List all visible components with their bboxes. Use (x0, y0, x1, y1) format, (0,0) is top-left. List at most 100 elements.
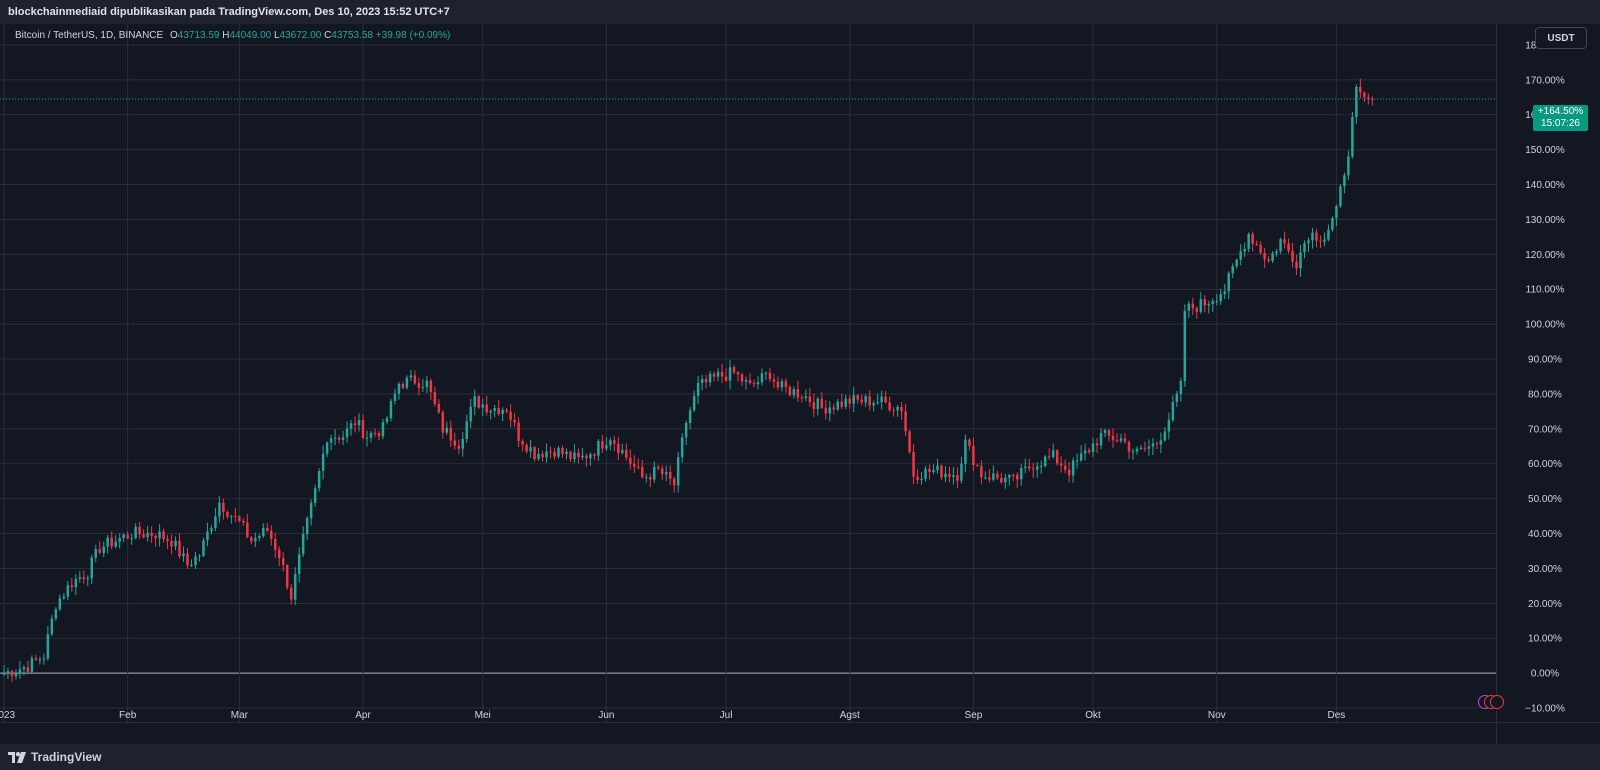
candle-body (712, 373, 716, 377)
candle-body (421, 387, 425, 389)
candle-body (1287, 243, 1290, 251)
candle-body (545, 451, 548, 458)
candle-body (361, 420, 365, 439)
candle-body (1111, 435, 1115, 441)
candle-body (477, 396, 480, 408)
candle-body (505, 409, 508, 412)
candle-body (118, 538, 121, 542)
candlestick-chart[interactable]: 180.00%170.00%160.00%150.00%140.00%130.0… (0, 24, 1600, 744)
candle-body (74, 578, 78, 588)
candle-body (1235, 259, 1238, 267)
event-dot[interactable] (1490, 695, 1504, 709)
chart-frame (0, 24, 1600, 744)
candle-body (266, 527, 269, 531)
candle-body (964, 439, 967, 464)
candle-body (704, 379, 708, 383)
candle-body (804, 396, 808, 399)
candle-body (756, 382, 760, 385)
candle-body (1327, 229, 1330, 240)
candle-body (796, 389, 800, 398)
candle-body (664, 472, 668, 475)
candle-body (1299, 252, 1302, 269)
candle-body (90, 557, 93, 579)
candle-body (1227, 273, 1230, 292)
candle-body (537, 453, 540, 460)
candle-body (1207, 303, 1211, 306)
candle-body (289, 587, 293, 600)
candle-body (58, 598, 62, 610)
candle-body (629, 457, 632, 464)
candle-body (1028, 466, 1031, 469)
candle-body (521, 440, 524, 445)
candle-body (1343, 175, 1346, 187)
candle-body (1099, 432, 1103, 446)
candle-body (174, 540, 177, 547)
candle-body (425, 380, 429, 388)
x-tick-label: Apr (355, 710, 371, 721)
candle-body (1203, 299, 1207, 306)
candle-body (1303, 243, 1306, 253)
candle-body (1147, 446, 1151, 449)
candle-body (740, 374, 744, 382)
tradingview-logo[interactable]: TradingView (8, 749, 101, 765)
candle-body (293, 574, 297, 600)
candle-body (1151, 443, 1155, 447)
candle-body (1371, 98, 1374, 100)
y-tick-label: 70.00% (1528, 424, 1562, 435)
y-tick-label: 20.00% (1528, 599, 1562, 610)
candle-body (218, 502, 221, 517)
candle-body (692, 395, 696, 411)
economic-events-icon[interactable] (1478, 695, 1514, 711)
candle-body (1055, 450, 1059, 464)
candle-body (916, 476, 919, 481)
candle-body (908, 431, 911, 452)
x-tick-label: Agst (840, 710, 860, 721)
candle-body (417, 383, 421, 388)
candle-body (672, 478, 676, 486)
candle-body (936, 465, 939, 470)
candle-body (549, 451, 552, 453)
candle-body (437, 403, 441, 413)
y-tick-label: 50.00% (1528, 494, 1562, 505)
candle-body (250, 537, 253, 542)
candle-body (736, 372, 740, 375)
candle-body (18, 669, 22, 674)
candle-body (956, 475, 959, 481)
candle-body (553, 451, 556, 457)
candle-body (26, 667, 30, 673)
x-tick-label: Sep (964, 710, 982, 721)
candle-body (657, 466, 660, 469)
currency-button[interactable]: USDT (1535, 27, 1587, 49)
candle-body (621, 450, 624, 453)
publisher-text: blockchainmediaid dipublikasikan pada Tr… (8, 6, 450, 18)
candle-body (605, 445, 608, 449)
candle-body (960, 463, 963, 481)
candle-body (836, 401, 839, 410)
candle-body (210, 528, 213, 532)
candle-body (920, 478, 923, 481)
candle-body (1183, 310, 1187, 382)
candle-body (1127, 441, 1131, 452)
y-tick-label: 170.00% (1525, 75, 1565, 86)
candle-body (114, 541, 117, 547)
candle-body (968, 439, 971, 446)
candle-body (433, 392, 437, 404)
candle-body (238, 516, 241, 522)
candle-body (1063, 465, 1067, 470)
candle-body (1008, 474, 1011, 478)
candle-body (1075, 460, 1079, 462)
candle-body (134, 526, 137, 539)
candle-body (429, 380, 433, 393)
candle-body (206, 531, 209, 541)
low-value: 43672.00 (279, 30, 322, 41)
candle-body (1159, 440, 1163, 445)
candle-body (852, 395, 855, 404)
candle-body (349, 423, 353, 429)
candle-body (728, 367, 732, 381)
candle-body (876, 402, 879, 404)
candle-body (1135, 448, 1139, 452)
candle-body (844, 398, 847, 407)
y-axis: 180.00%170.00%160.00%150.00%140.00%130.0… (1525, 40, 1565, 714)
candle-body (573, 452, 576, 460)
candle-body (50, 618, 54, 635)
